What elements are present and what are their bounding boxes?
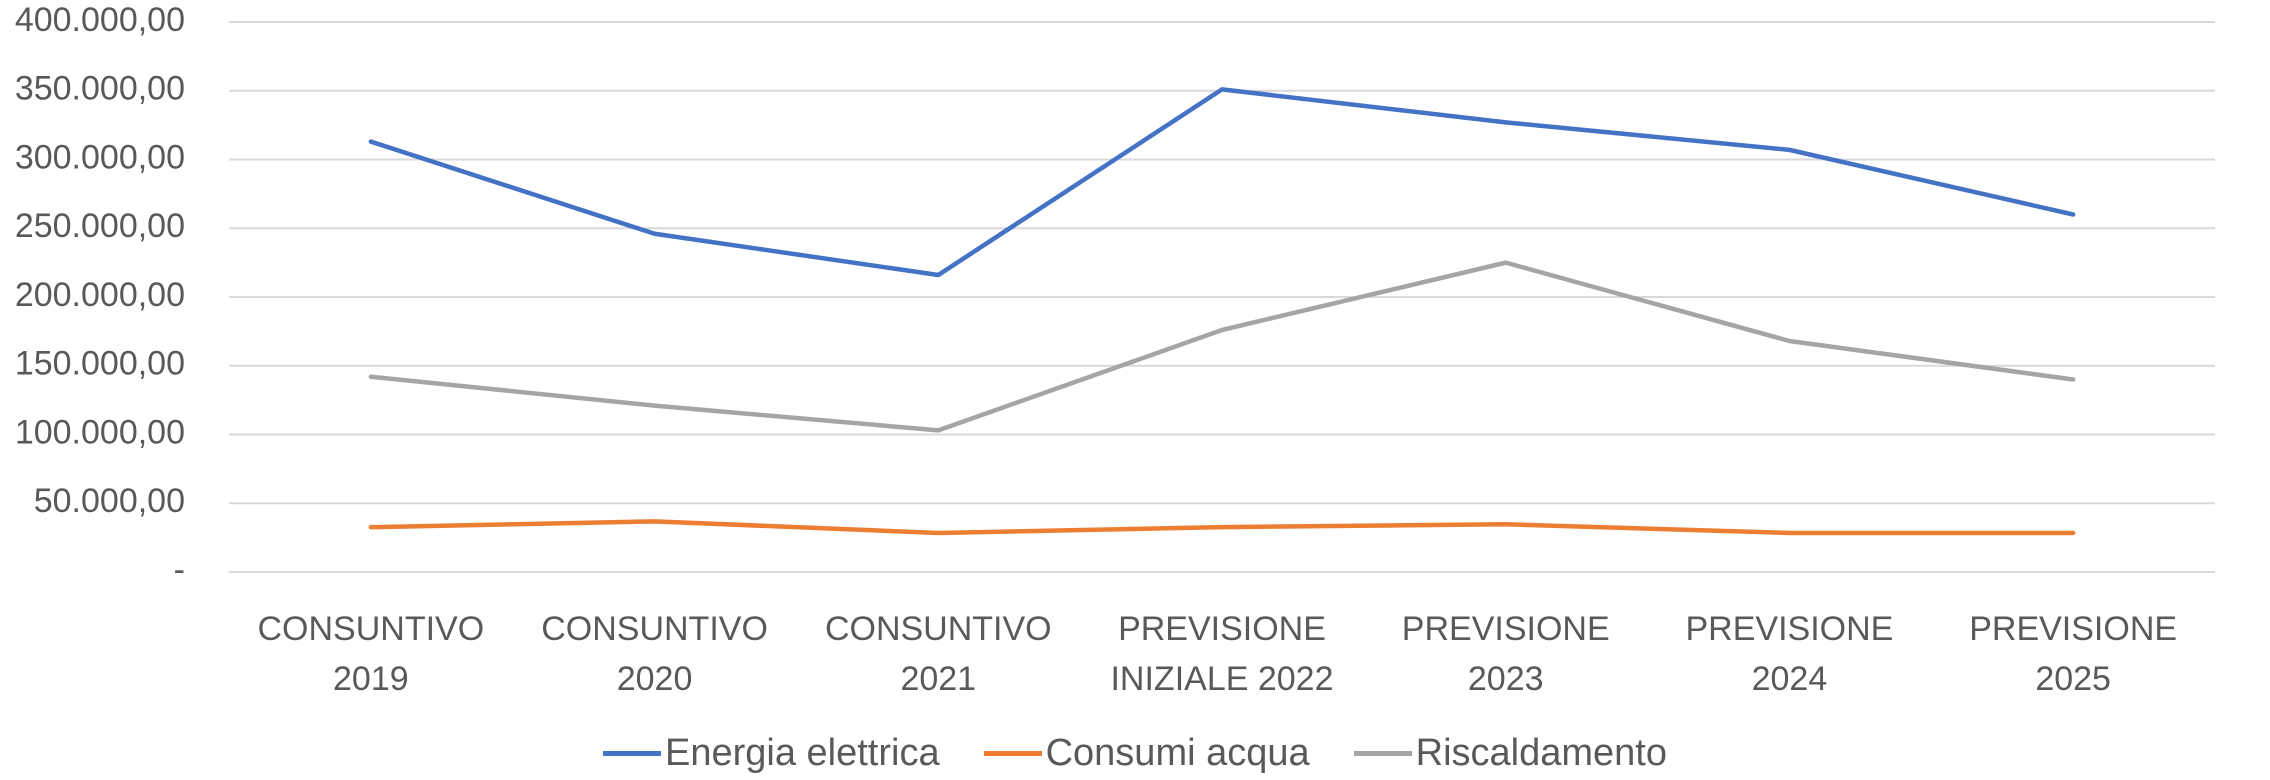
legend-item: Energia elettrica	[603, 732, 940, 775]
y-tick-label: -	[174, 551, 185, 589]
x-tick-label: CONSUNTIVO 2019	[257, 610, 485, 698]
y-tick-label: 400.000,00	[15, 1, 185, 39]
series-line	[368, 260, 2076, 433]
y-tick-label: 200.000,00	[15, 276, 185, 314]
series-line	[368, 519, 2076, 536]
y-tick-label: 150.000,00	[15, 345, 185, 383]
legend-swatch	[603, 751, 661, 756]
x-tick-label: PREVISIONE 2024	[1685, 610, 1894, 698]
y-tick-label: 250.000,00	[15, 207, 185, 245]
x-tick-label: PREVISIONE 2023	[1401, 610, 1610, 698]
legend-label: Energia elettrica	[665, 732, 940, 774]
legend-item: Riscaldamento	[1353, 732, 1667, 775]
x-tick-label: PREVISIONE INIZIALE 2022	[1110, 610, 1334, 698]
series-line	[368, 87, 2076, 278]
legend-label: Riscaldamento	[1415, 732, 1667, 774]
legend: Energia elettrica Consumi acqua Riscaldame…	[0, 732, 2270, 775]
legend-swatch	[1353, 751, 1412, 756]
x-tick-label: PREVISIONE 2025	[1969, 610, 2178, 698]
y-tick-label: 50.000,00	[34, 482, 185, 520]
y-tick-label: 100.000,00	[15, 413, 185, 451]
x-tick-label: CONSUNTIVO 2021	[824, 610, 1052, 698]
legend-swatch	[983, 751, 1042, 756]
y-tick-label: 350.000,00	[15, 70, 185, 108]
plot: - 50.000,00 100.000,00 150.000,00 200.000,00…	[15, 1, 2215, 589]
x-tick-label: CONSUNTIVO 2020	[541, 610, 768, 698]
legend-label: Consumi acqua	[1045, 732, 1310, 774]
legend-item: Consumi acqua	[983, 732, 1310, 775]
y-tick-label: 300.000,00	[15, 138, 185, 176]
